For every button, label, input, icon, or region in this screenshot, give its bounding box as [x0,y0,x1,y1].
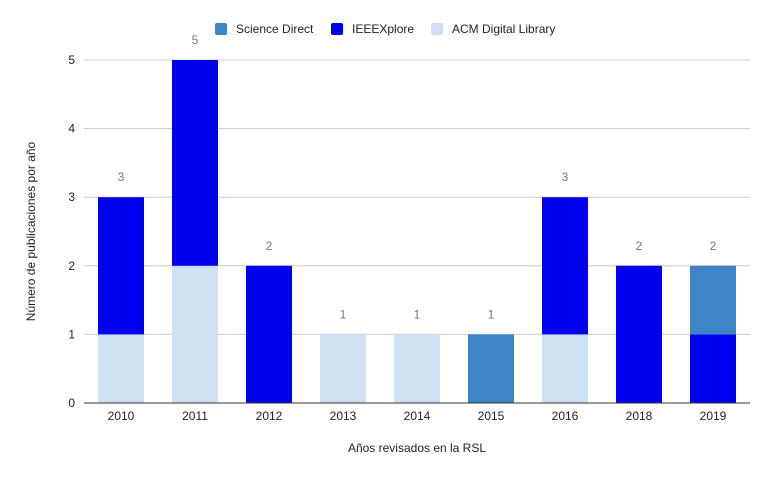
y-tick-label: 5 [68,53,75,67]
legend-item-ieeexplore[interactable]: IEEEXplore [331,22,414,36]
bar-segment[interactable] [542,334,588,403]
bar-segment[interactable] [394,334,440,403]
bar-segment[interactable] [542,197,588,335]
legend-swatch-acm-digital-library [431,23,443,35]
y-tick-label: 1 [68,327,75,341]
bar-total-label: 1 [488,307,495,321]
x-tick-label: 2012 [256,409,283,423]
bar-segment[interactable] [172,265,218,403]
bar-total-label: 2 [636,239,643,253]
legend-item-acm-digital-library[interactable]: ACM Digital Library [431,22,555,36]
total-labels: 3 5 2 1 1 1 3 2 2 [118,33,717,321]
x-tick-label: 2018 [626,409,653,423]
y-tick-label: 3 [68,190,75,204]
x-tick-label: 2013 [330,409,357,423]
bar-segment[interactable] [98,334,144,403]
x-tick-label: 2011 [182,409,208,423]
bar-total-label: 3 [118,170,125,184]
bar-segment[interactable] [616,265,662,403]
bar-total-label: 2 [710,239,717,253]
legend-swatch-science-direct [215,23,227,35]
y-tick-label: 0 [68,396,75,410]
x-tick-label: 2014 [404,409,431,423]
bar-total-label: 1 [340,307,347,321]
x-tick-label: 2019 [700,409,727,423]
legend-label-ieeexplore: IEEEXplore [352,22,415,36]
legend-swatch-ieeexplore [331,23,343,35]
bar-total-label: 5 [192,33,199,47]
x-axis-categories: 2010 2011 2012 2013 2014 2015 2016 2018 2019 [108,409,727,423]
bar-segment[interactable] [690,334,736,403]
bar-segment[interactable] [246,265,292,403]
bar-segment[interactable] [172,60,218,266]
y-axis-title: Número de publicaciones por año [24,141,38,321]
legend-label-acm-digital-library: ACM Digital Library [452,22,556,36]
legend-item-science-direct[interactable]: Science Direct [215,22,313,36]
legend-label-science-direct: Science Direct [236,22,314,36]
x-tick-label: 2010 [108,409,135,423]
bars [98,60,736,403]
x-tick-label: 2016 [552,409,579,423]
bar-segment[interactable] [320,334,366,403]
x-tick-label: 2015 [478,409,505,423]
chart-legend: Science Direct IEEEXplore ACM Digital Li… [0,22,772,40]
y-tick-label: 2 [68,259,75,273]
bar-total-label: 1 [414,307,421,321]
y-axis-ticks: 0 1 2 3 4 5 [68,53,75,410]
bar-segment[interactable] [98,197,144,335]
bar-segment[interactable] [690,265,736,335]
bar-segment[interactable] [468,334,514,403]
bar-total-label: 3 [562,170,569,184]
x-axis-title: Años revisados en la RSL [348,441,486,455]
bar-total-label: 2 [266,239,273,253]
y-tick-label: 4 [68,122,75,136]
